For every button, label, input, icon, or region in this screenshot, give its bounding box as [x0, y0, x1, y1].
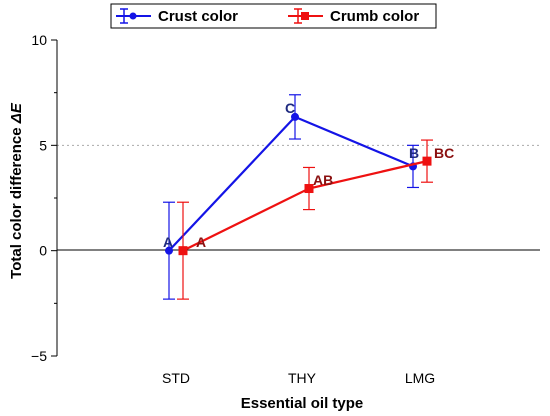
significance-letter-crumb: BC: [434, 145, 454, 161]
x-tick-label: STD: [162, 370, 190, 386]
legend-box: [110, 3, 437, 29]
y-tick-label: 5: [39, 137, 47, 153]
x-axis-title: Essential oil type: [241, 395, 364, 412]
legend-marker-crust: [129, 12, 137, 20]
axes-layer: [56, 40, 540, 356]
legend-marker-crumb: [301, 12, 309, 20]
legend-item-crumb: Crumb color: [288, 8, 419, 25]
series-line-crust: [168, 115, 414, 252]
ticks-layer: −5 0 5 10 STD THY LMG: [31, 32, 435, 386]
y-tick-label: 0: [39, 243, 47, 259]
legend-item-crust: Crust color: [116, 8, 238, 25]
significance-letter-crumb: AB: [313, 172, 333, 188]
y-tick-label: −5: [31, 348, 47, 364]
significance-letter-crust: B: [409, 145, 419, 161]
y-tick-label: 10: [31, 32, 47, 48]
series-line-crumb: [182, 160, 428, 252]
data-point-crumb: [422, 156, 432, 166]
data-point-crumb: [178, 246, 188, 256]
x-tick-label: LMG: [405, 370, 435, 386]
x-tick-label: THY: [288, 370, 317, 386]
y-axis-title: Total color difference ΔE: [8, 102, 25, 279]
legend-label-crust: Crust color: [158, 8, 238, 25]
series-layer: [163, 94, 433, 300]
data-point-crust: [291, 112, 299, 121]
significance-letter-crust: A: [163, 234, 173, 250]
legend-label-crumb: Crumb color: [330, 8, 419, 25]
significance-letter-crust: C: [285, 100, 295, 116]
data-point-crust: [165, 246, 173, 255]
significance-letter-crumb: A: [196, 234, 206, 250]
legend: Crust color Crumb color: [110, 3, 437, 29]
y-axis-title-text: Total color difference: [8, 127, 25, 278]
letters-layer: A C B A AB BC: [163, 100, 454, 250]
y-axis-title-symbol: ΔE: [8, 102, 25, 124]
data-point-crumb: [304, 184, 314, 194]
